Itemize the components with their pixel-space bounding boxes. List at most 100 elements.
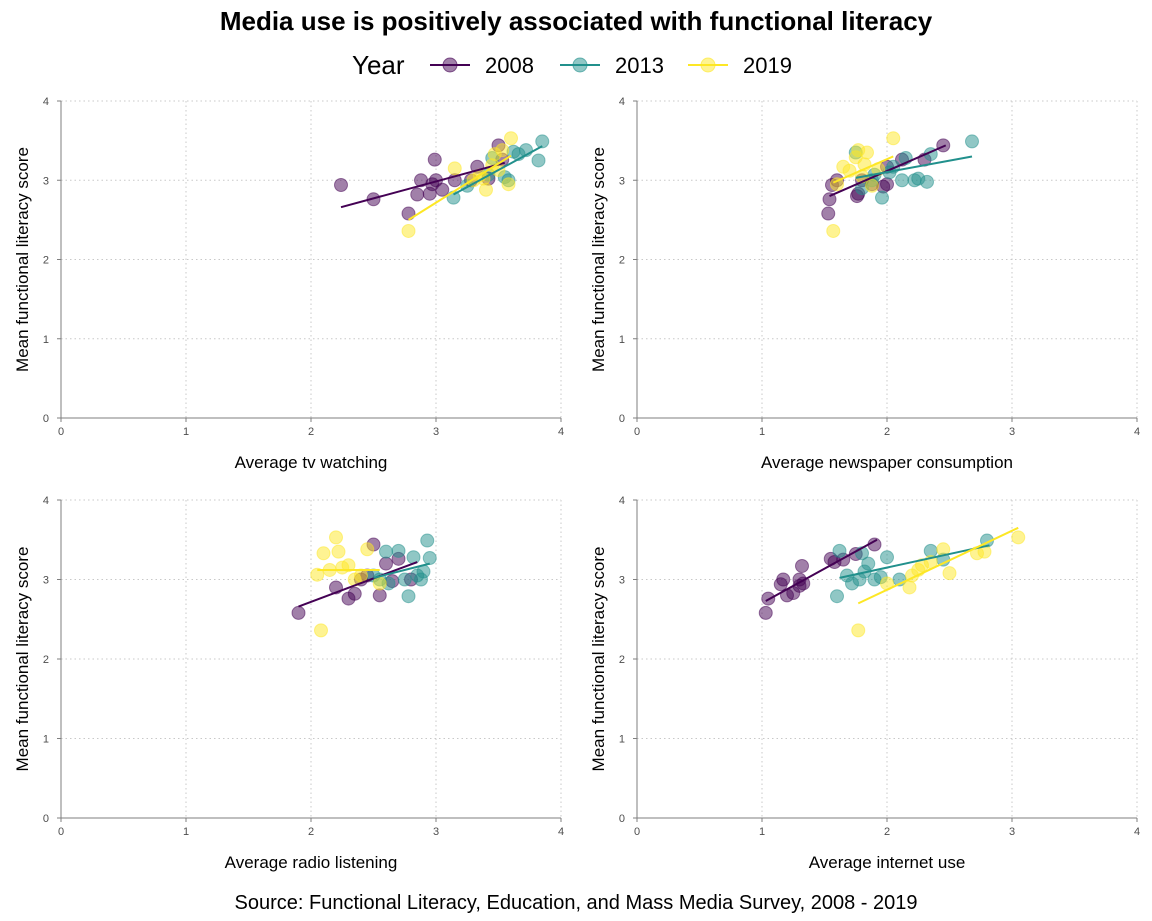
data-point: [379, 544, 393, 559]
y-tick-label: 0: [619, 413, 625, 425]
x-tick-label: 1: [759, 426, 765, 438]
x-tick-label: 2: [884, 426, 890, 438]
y-tick-label: 3: [619, 175, 625, 187]
data-point: [347, 586, 362, 601]
trend-line-2019: [832, 155, 894, 184]
data-point: [410, 187, 425, 202]
data-point: [758, 605, 773, 620]
y-tick-label: 1: [43, 334, 49, 346]
data-point: [832, 543, 847, 558]
data-point: [427, 152, 442, 167]
x-tick-label: 0: [58, 826, 64, 838]
panel-newspaper: 0 1 2 3 4 0 1 2 3 4 Average newspaper consumption M…: [589, 96, 1140, 472]
data-point: [334, 178, 348, 193]
legend-marker: [700, 57, 716, 73]
x-tick-label: 0: [634, 426, 640, 438]
data-point: [865, 178, 879, 193]
data-point: [977, 544, 992, 559]
chart-caption: Source: Functional Literacy, Education, …: [234, 892, 918, 914]
data-point: [875, 190, 889, 205]
data-point: [851, 623, 866, 638]
x-tick-label: 4: [558, 826, 564, 838]
data-point: [821, 206, 836, 221]
data-point: [942, 566, 957, 581]
data-point: [880, 550, 894, 565]
data-point: [920, 174, 934, 189]
data-point: [1011, 530, 1026, 545]
data-point: [329, 530, 343, 545]
y-tick-label: 0: [43, 813, 49, 825]
x-axis-title: Average newspaper consumption: [761, 453, 1013, 472]
data-point: [406, 550, 421, 565]
legend-label: 2013: [615, 53, 664, 78]
chart-title: Media use is positively associated with …: [219, 6, 933, 36]
trend-line-2008: [829, 144, 947, 198]
panel-radio: 0 1 2 3 4 0 1 2 3 4 Average radio listening Mean fu…: [13, 495, 564, 872]
panel-tv: 0 1 2 3 4 0 1 2 3 4 Average tv watching Mean functi…: [13, 96, 564, 472]
legend-label: 2019: [743, 53, 792, 78]
trend-line-2013: [855, 155, 973, 179]
data-point: [401, 223, 416, 238]
y-tick-label: 2: [43, 255, 49, 267]
x-tick-label: 2: [308, 826, 314, 838]
x-tick-label: 3: [433, 426, 439, 438]
x-tick-label: 3: [1009, 426, 1015, 438]
y-tick-label: 2: [619, 654, 625, 666]
data-point: [447, 161, 462, 176]
data-point: [860, 145, 874, 160]
data-point: [331, 544, 346, 559]
data-point: [826, 223, 841, 238]
y-axis-title: Mean functional literacy score: [13, 147, 32, 372]
panel-internet: 0 1 2 3 4 0 1 2 3 4 Average internet use Mean funct…: [589, 495, 1140, 872]
legend-title: Year: [352, 50, 405, 80]
x-tick-label: 4: [558, 426, 564, 438]
legend-item-2013: 2013: [560, 53, 664, 78]
y-tick-label: 4: [619, 495, 625, 507]
data-point: [895, 173, 909, 188]
data-point: [391, 543, 406, 558]
legend-marker: [572, 57, 588, 73]
x-axis-title: Average internet use: [809, 853, 966, 872]
series-2008: [758, 537, 882, 620]
data-point: [372, 576, 387, 591]
y-tick-label: 0: [43, 413, 49, 425]
trend-line-2019: [407, 154, 512, 221]
data-point: [401, 589, 416, 604]
y-tick-label: 1: [619, 334, 625, 346]
y-tick-label: 2: [43, 654, 49, 666]
data-point: [316, 546, 331, 561]
data-point: [535, 134, 550, 149]
data-point: [420, 533, 435, 548]
data-point: [830, 177, 844, 192]
series-2013: [366, 533, 437, 604]
data-point: [861, 556, 876, 571]
y-tick-label: 1: [619, 734, 625, 746]
data-point: [310, 567, 325, 582]
data-point: [479, 182, 493, 197]
y-tick-label: 4: [43, 96, 49, 108]
legend: Year 2008 2013 2019: [352, 50, 792, 80]
data-point: [504, 131, 518, 146]
y-tick-label: 3: [43, 175, 49, 187]
x-tick-label: 3: [1009, 826, 1015, 838]
data-point: [531, 153, 546, 168]
y-tick-label: 3: [619, 575, 625, 587]
y-tick-label: 3: [43, 575, 49, 587]
legend-item-2019: 2019: [688, 53, 792, 78]
data-point: [360, 542, 375, 557]
data-point: [495, 143, 510, 158]
legend-label: 2008: [485, 53, 534, 78]
x-tick-label: 0: [634, 826, 640, 838]
x-axis-title: Average tv watching: [235, 453, 388, 472]
x-tick-label: 0: [58, 426, 64, 438]
trend-line-2013: [373, 562, 430, 579]
y-tick-label: 1: [43, 734, 49, 746]
data-point: [776, 572, 791, 587]
data-point: [354, 568, 368, 583]
x-tick-label: 1: [183, 426, 189, 438]
data-point: [372, 588, 387, 603]
trend-line-2008: [765, 538, 878, 602]
trend-line-2019: [857, 526, 1019, 605]
data-point: [422, 551, 437, 566]
